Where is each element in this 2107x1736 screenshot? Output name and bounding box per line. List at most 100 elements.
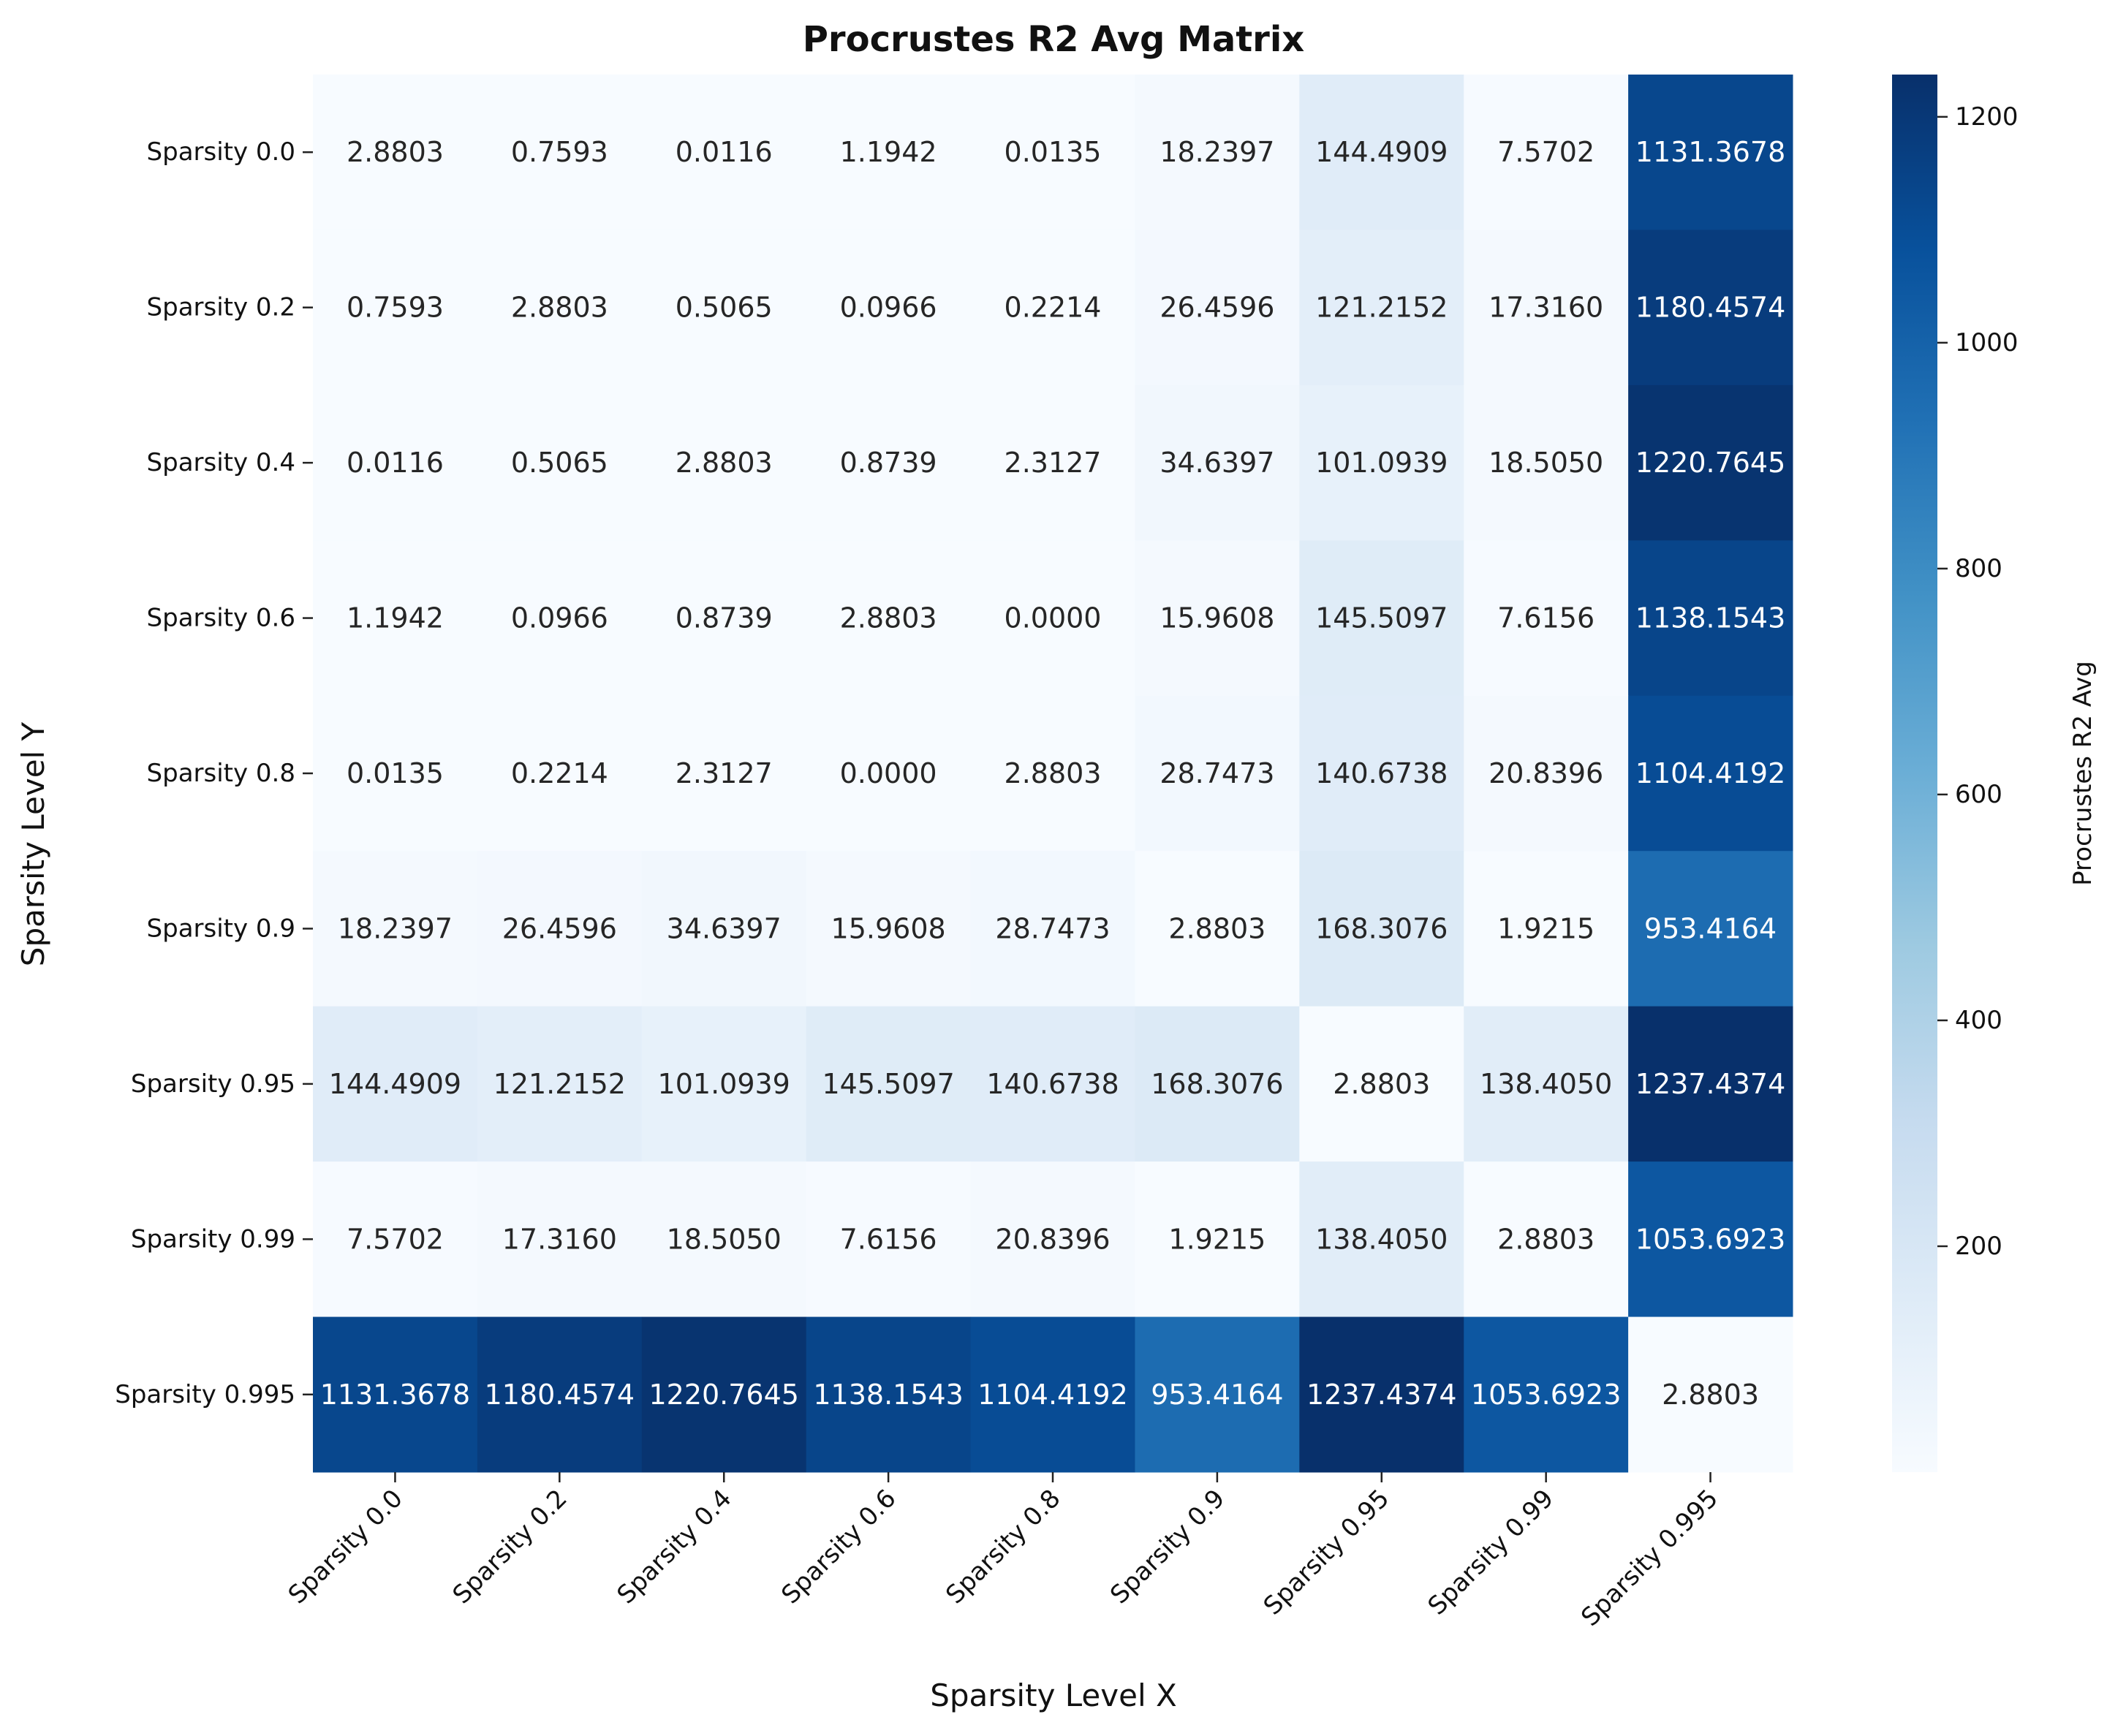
heatmap-cell	[641, 540, 807, 697]
y-tick-label: Sparsity 0.99	[131, 1224, 295, 1254]
cell-value-label: 1237.4374	[1306, 1379, 1457, 1411]
heatmap-cell	[1135, 75, 1300, 230]
heatmap-cell	[313, 230, 478, 386]
heatmap-cell	[313, 851, 478, 1007]
cell-value-label: 28.7473	[1160, 757, 1274, 789]
colorbar-label: Procrustes R2 Avg	[2068, 661, 2097, 886]
heatmap-cell	[1299, 75, 1464, 230]
heatmap-cell	[313, 384, 478, 541]
heatmap-cell	[1135, 540, 1300, 697]
cell-value-label: 0.0116	[676, 136, 773, 168]
heatmap-cell	[477, 851, 643, 1007]
cell-value-label: 2.3127	[1005, 447, 1102, 479]
y-tick-label: Sparsity 0.995	[115, 1380, 295, 1409]
heatmap-cell	[970, 1316, 1135, 1473]
heatmap-cell	[970, 1161, 1135, 1318]
cell-value-label: 7.6156	[840, 1223, 937, 1255]
heatmap-cell	[313, 75, 478, 230]
heatmap-cell	[1464, 75, 1629, 230]
cell-value-label: 145.5097	[822, 1068, 954, 1100]
cell-value-label: 7.5702	[347, 1223, 444, 1255]
heatmap-cell	[641, 384, 807, 541]
heatmap-cell	[1464, 1316, 1629, 1473]
heatmap-cell	[1135, 230, 1300, 386]
cell-value-label: 0.2214	[511, 757, 608, 789]
heatmap-cell	[477, 75, 643, 230]
y-tick-label: Sparsity 0.9	[147, 914, 295, 943]
cell-value-label: 0.0000	[840, 757, 937, 789]
cell-value-label: 145.5097	[1315, 602, 1448, 634]
heatmap-cell	[1135, 1316, 1300, 1473]
cell-value-label: 0.5065	[676, 292, 773, 324]
heatmap-cell	[1135, 851, 1300, 1007]
colorbar-tick-label: 1200	[1955, 102, 2019, 132]
y-tick-label: Sparsity 0.6	[147, 604, 295, 633]
heatmap-cell	[970, 540, 1135, 697]
heatmap-cell	[806, 1316, 972, 1473]
cell-value-label: 1138.1543	[813, 1379, 964, 1411]
heatmap-cell	[641, 230, 807, 386]
cell-value-label: 1.9215	[1168, 1223, 1266, 1255]
cell-value-label: 0.7593	[511, 136, 608, 168]
heatmap-cell	[1299, 851, 1464, 1007]
cell-value-label: 0.2214	[1005, 292, 1102, 324]
cell-value-label: 168.3076	[1315, 912, 1448, 944]
heatmap-cell	[641, 851, 807, 1007]
heatmap-cell	[1135, 695, 1300, 852]
cell-value-label: 2.3127	[676, 757, 773, 789]
cell-value-label: 101.0939	[1315, 447, 1448, 479]
cell-value-label: 2.8803	[511, 292, 608, 324]
cell-value-label: 17.3160	[502, 1223, 617, 1255]
heatmap-cell	[641, 1006, 807, 1162]
heatmap-cell	[1628, 230, 1793, 386]
cell-value-label: 34.6397	[667, 912, 782, 944]
cell-value-label: 15.9608	[831, 912, 946, 944]
cell-value-label: 18.2397	[338, 912, 453, 944]
y-tick-label: Sparsity 0.0	[147, 137, 295, 167]
colorbar-tick-label: 1000	[1955, 328, 2019, 357]
heatmap-cell	[1464, 695, 1629, 852]
y-tick-label: Sparsity 0.2	[147, 293, 295, 322]
heatmap-cell	[313, 1006, 478, 1162]
cell-value-label: 1053.6923	[1471, 1379, 1622, 1411]
heatmap-cell	[970, 851, 1135, 1007]
heatmap-cell	[477, 384, 643, 541]
cell-value-label: 1220.7645	[1635, 447, 1786, 479]
cell-value-label: 2.8803	[1662, 1379, 1759, 1411]
cell-value-label: 0.0135	[1005, 136, 1102, 168]
heatmap-cell	[477, 540, 643, 697]
heatmap-cell	[806, 1161, 972, 1318]
heatmap-cell	[477, 1161, 643, 1318]
cell-value-label: 1104.4192	[977, 1379, 1128, 1411]
heatmap-cell	[1628, 1006, 1793, 1162]
heatmap-cell	[1299, 695, 1464, 852]
cell-value-label: 0.0966	[840, 292, 937, 324]
heatmap-cell	[1464, 230, 1629, 386]
heatmap-cell	[1464, 851, 1629, 1007]
cell-value-label: 18.5050	[667, 1223, 782, 1255]
heatmap-cell	[1628, 851, 1793, 1007]
heatmap-cells	[313, 75, 1793, 1473]
cell-value-label: 121.2152	[493, 1068, 626, 1100]
heatmap-cell	[477, 230, 643, 386]
heatmap-cell	[806, 384, 972, 541]
heatmap-cell-labels: 2.8803 0.7593 0.0116 1.1942 0.0135 18.2397 144…	[320, 136, 1786, 1411]
cell-value-label: 7.5702	[1497, 136, 1595, 168]
colorbar-ticks: 200 400 600 800 1000 1200	[1937, 102, 2019, 1261]
x-axis-label: Sparsity Level X	[930, 1678, 1177, 1713]
cell-value-label: 2.8803	[676, 447, 773, 479]
colorbar-tick-label: 600	[1955, 780, 2002, 809]
heatmap-cell	[970, 230, 1135, 386]
heatmap-cell	[806, 1006, 972, 1162]
cell-value-label: 7.6156	[1497, 602, 1595, 634]
heatmap-cell	[1464, 540, 1629, 697]
cell-value-label: 140.6738	[986, 1068, 1119, 1100]
cell-value-label: 1.1942	[840, 136, 937, 168]
heatmap-cell	[1135, 1006, 1300, 1162]
cell-value-label: 2.8803	[1333, 1068, 1430, 1100]
cell-value-label: 140.6738	[1315, 757, 1448, 789]
cell-value-label: 1180.4574	[485, 1379, 635, 1411]
heatmap-cell	[1628, 1161, 1793, 1318]
